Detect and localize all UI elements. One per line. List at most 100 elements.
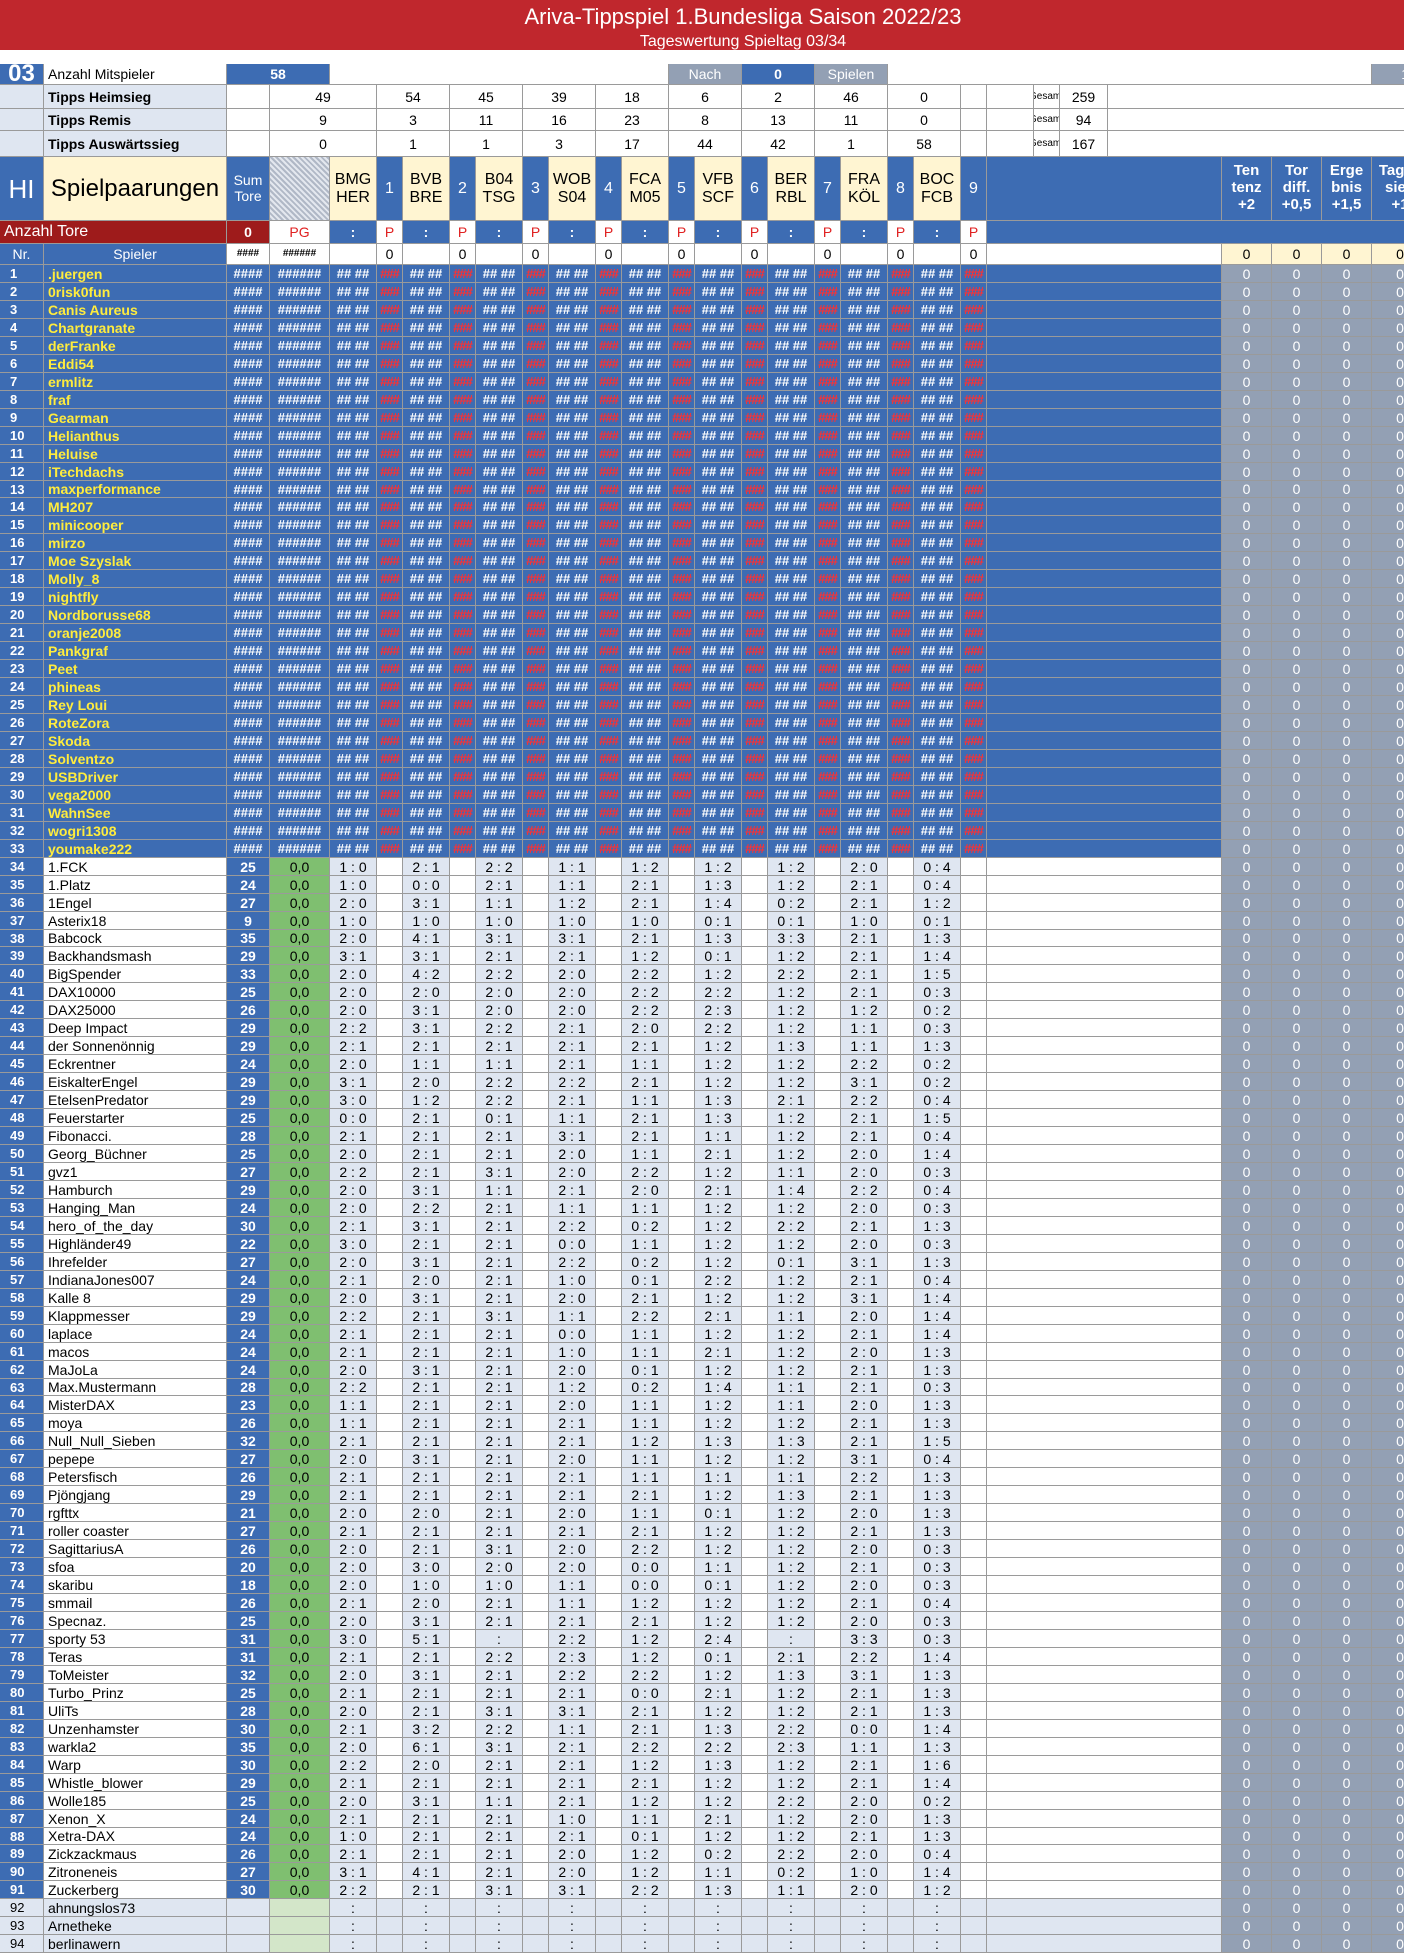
tip-cell: 2 : 1 — [476, 1379, 523, 1396]
points-cell — [523, 965, 549, 983]
points-cell — [888, 1612, 914, 1630]
points-cell — [888, 1504, 914, 1522]
spacer — [987, 804, 1222, 822]
tip-cell: 1 : 2 — [695, 858, 742, 876]
bonus-zero: 0 — [1222, 534, 1272, 552]
player-nr: 82 — [0, 1720, 44, 1738]
points-cell: ### — [596, 624, 622, 642]
tip-cell: 2 : 0 — [549, 1361, 596, 1379]
label-home: Tipps Heimsieg — [44, 85, 227, 109]
tip-cell: ## ## — [841, 642, 888, 660]
points-cell — [669, 858, 695, 876]
tip-cell: 2 : 0 — [841, 858, 888, 876]
points-cell: ### — [523, 642, 549, 660]
tip-cell: 1 : 0 — [330, 876, 377, 894]
points-cell — [450, 1666, 476, 1684]
points-cell — [815, 1468, 841, 1486]
tip-cell: 3 : 1 — [476, 930, 523, 947]
points-total: 0,0 — [270, 1343, 330, 1361]
points-cell — [377, 965, 403, 983]
tip-cell: 2 : 1 — [841, 1361, 888, 1379]
bonus-zero: 0 — [1222, 732, 1272, 750]
player-name: 1.Platz — [44, 876, 227, 894]
sum-goals: 27 — [227, 894, 270, 912]
points-label: P — [523, 221, 549, 244]
points-cell: ### — [523, 588, 549, 606]
points-cell: ### — [596, 463, 622, 481]
tip-cell: ## ## — [549, 516, 596, 534]
tip-cell: 1 : 1 — [695, 1863, 742, 1881]
bonus-zero: 0 — [1222, 427, 1272, 445]
bonus-zero: 0 — [1372, 1738, 1404, 1756]
points-cell: ### — [961, 822, 987, 840]
points-cell — [523, 1917, 549, 1935]
tip-cell: 2 : 0 — [549, 1396, 596, 1414]
points-cell — [742, 1828, 768, 1845]
tip-cell: 2 : 1 — [841, 1217, 888, 1235]
tips-away-2: 1 — [377, 131, 450, 157]
points-cell — [961, 1522, 987, 1540]
tip-cell: 1 : 1 — [768, 1468, 815, 1486]
points-cell — [742, 1648, 768, 1666]
points-cell — [888, 1181, 914, 1199]
bonus-zero: 0 — [1372, 283, 1404, 301]
label-games: Spielen — [815, 64, 888, 85]
points-cell — [961, 1199, 987, 1217]
player-name: oranje2008 — [44, 624, 227, 642]
tip-cell: 2 : 0 — [330, 894, 377, 912]
points-cell — [669, 1037, 695, 1055]
points-cell — [742, 1073, 768, 1091]
tip-cell: 2 : 2 — [622, 1881, 669, 1899]
points-cell: ### — [961, 337, 987, 355]
points-cell: ### — [888, 283, 914, 301]
points-cell: ### — [815, 768, 841, 786]
points-cell — [888, 1899, 914, 1917]
tip-cell: ## ## — [330, 624, 377, 642]
points-cell — [450, 1019, 476, 1037]
tip-cell: : — [695, 1899, 742, 1917]
tip-cell: 2 : 1 — [841, 1379, 888, 1396]
points-cell — [523, 1019, 549, 1037]
sum-goals: 22 — [227, 1235, 270, 1253]
player-name: Helianthus — [44, 427, 227, 445]
points-cell — [961, 1217, 987, 1235]
bonus-zero: 0 — [1272, 1881, 1322, 1899]
tip-cell: 1 : 4 — [914, 1774, 961, 1792]
points-cell — [669, 1001, 695, 1019]
tip-cell: : — [403, 1917, 450, 1935]
points-cell — [815, 1504, 841, 1522]
points-cell: ### — [669, 427, 695, 445]
bonus-zero: 0 — [1372, 534, 1404, 552]
bonus-zero: 0 — [1272, 1576, 1322, 1594]
points-cell: ### — [888, 498, 914, 516]
player-nr: 13 — [0, 481, 44, 498]
tip-cell: ## ## — [549, 660, 596, 678]
player-name: nightfly — [44, 588, 227, 606]
tip-cell: 1 : 2 — [768, 1414, 815, 1432]
points-cell — [888, 1001, 914, 1019]
tip-cell: 3 : 1 — [403, 1217, 450, 1235]
tip-cell: ## ## — [695, 409, 742, 427]
points-cell — [961, 1666, 987, 1684]
spacer — [987, 1361, 1222, 1379]
player-nr: 60 — [0, 1325, 44, 1343]
player-name: maxperformance — [44, 481, 227, 498]
bonus-zero: 0 — [1222, 1522, 1272, 1540]
spacer — [987, 1935, 1222, 1953]
points-total: 0,0 — [270, 1199, 330, 1217]
bonus-zero: 0 — [1322, 840, 1372, 858]
bonus-zero: 0 — [1322, 570, 1372, 588]
tips-draw-5: 23 — [596, 109, 669, 131]
sum-goals: 24 — [227, 1271, 270, 1289]
tip-cell: 1 : 2 — [622, 858, 669, 876]
points-cell — [742, 1935, 768, 1953]
player-nr: 29 — [0, 768, 44, 786]
spacer — [987, 481, 1222, 498]
tip-cell: 0 : 3 — [914, 1199, 961, 1217]
tip-cell: 1 : 4 — [695, 1379, 742, 1396]
player-name: 1Engel — [44, 894, 227, 912]
points-cell: ### — [523, 534, 549, 552]
points-cell — [523, 1073, 549, 1091]
player-nr: 81 — [0, 1702, 44, 1720]
points-cell — [815, 1343, 841, 1361]
